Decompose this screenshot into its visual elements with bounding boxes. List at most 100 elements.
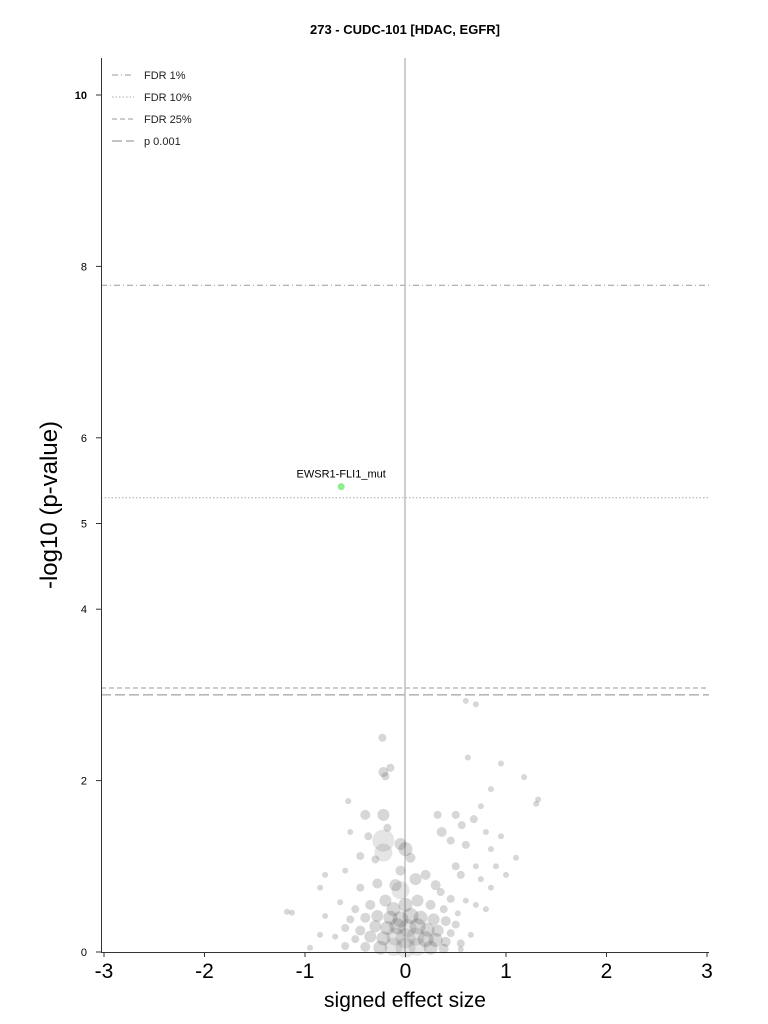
- x-tick-label: -3: [95, 960, 114, 983]
- y-tick-label: 0: [81, 947, 87, 959]
- data-point: [374, 843, 393, 862]
- data-point: [337, 899, 344, 906]
- data-point: [378, 733, 387, 742]
- x-tick-label: -2: [195, 960, 214, 983]
- data-point: [482, 906, 489, 913]
- y-ticks: 0 2 4 5 6 8 10: [75, 90, 101, 959]
- data-point: [371, 910, 384, 923]
- data-point: [394, 838, 407, 851]
- data-point: [395, 865, 406, 876]
- data-point: [332, 933, 339, 940]
- data-point: [503, 871, 509, 878]
- y-tick-label: 6: [81, 433, 87, 445]
- data-point: [533, 800, 540, 807]
- data-point: [456, 870, 465, 879]
- data-point: [392, 911, 409, 928]
- data-point: [365, 899, 376, 910]
- data-point: [371, 855, 380, 864]
- data-point: [440, 936, 451, 947]
- data-point: [439, 905, 448, 914]
- data-point: [420, 922, 435, 937]
- data-point: [380, 921, 395, 936]
- data-point: [411, 894, 424, 907]
- data-point: [360, 809, 371, 820]
- data-point: [417, 931, 434, 948]
- data-point: [386, 902, 401, 917]
- data-point: [378, 767, 389, 778]
- data-point: [420, 869, 431, 880]
- scatter-points: [283, 697, 542, 958]
- data-point: [431, 924, 444, 937]
- data-point: [341, 942, 350, 951]
- data-point: [425, 899, 436, 910]
- data-point: [405, 852, 416, 863]
- data-point: [472, 863, 479, 870]
- x-tick-label: 2: [601, 960, 613, 983]
- data-point: [317, 884, 324, 891]
- legend-label: FDR 25%: [144, 114, 192, 126]
- legend-label: p 0.001: [144, 136, 181, 148]
- data-point: [472, 701, 479, 708]
- highlight-group: EWSR1-FLI1_mut: [297, 469, 386, 491]
- data-point: [377, 808, 390, 821]
- data-point: [345, 798, 352, 805]
- x-tick-label: 1: [500, 960, 512, 983]
- data-point: [446, 929, 455, 938]
- data-point: [451, 862, 460, 871]
- data-point: [436, 888, 445, 897]
- data-point: [462, 897, 469, 904]
- data-point: [457, 821, 466, 830]
- data-point: [283, 908, 290, 915]
- legend-label: FDR 10%: [144, 92, 192, 104]
- data-point: [372, 829, 395, 852]
- data-point: [472, 901, 479, 908]
- data-point: [379, 894, 392, 907]
- data-point: [383, 823, 392, 832]
- data-point: [482, 829, 489, 836]
- data-point: [413, 910, 428, 925]
- data-point: [492, 863, 499, 870]
- y-tick-label: 4: [81, 604, 87, 616]
- data-point: [497, 833, 504, 840]
- data-point: [521, 774, 528, 781]
- data-point: [535, 796, 542, 803]
- data-point: [406, 927, 425, 946]
- data-point: [360, 941, 371, 952]
- data-point: [381, 772, 390, 781]
- data-point: [430, 880, 441, 891]
- data-point: [433, 810, 442, 819]
- x-axis-label: signed effect size: [324, 989, 486, 1012]
- data-point: [373, 940, 388, 955]
- data-point: [436, 827, 447, 838]
- data-point: [364, 930, 377, 943]
- data-point: [386, 927, 405, 946]
- data-point: [288, 909, 295, 916]
- data-point: [364, 832, 373, 841]
- data-point: [398, 842, 413, 857]
- data-point: [369, 920, 382, 933]
- data-point: [389, 879, 402, 892]
- data-point: [454, 910, 461, 917]
- data-point: [477, 803, 484, 810]
- x-ticks: -3 -2 -1 0 1 2 3: [95, 952, 713, 983]
- data-point: [317, 931, 324, 938]
- data-point: [376, 931, 391, 946]
- data-point: [451, 920, 460, 929]
- y-axis-label: -log10 (p-value): [36, 421, 63, 589]
- data-point: [467, 931, 474, 938]
- data-point: [456, 939, 465, 948]
- data-point: [355, 925, 366, 936]
- data-point: [487, 786, 494, 793]
- data-point: [408, 937, 427, 956]
- data-point: [487, 846, 494, 853]
- data-point: [386, 763, 395, 772]
- data-point: [440, 916, 451, 927]
- data-point: [351, 905, 360, 914]
- data-point: [342, 867, 349, 874]
- data-point: [457, 946, 464, 953]
- data-point: [487, 884, 494, 891]
- legend: FDR 1% FDR 10% FDR 25% p 0.001: [112, 70, 192, 148]
- x-tick-label: 3: [701, 960, 713, 983]
- data-point: [427, 913, 440, 926]
